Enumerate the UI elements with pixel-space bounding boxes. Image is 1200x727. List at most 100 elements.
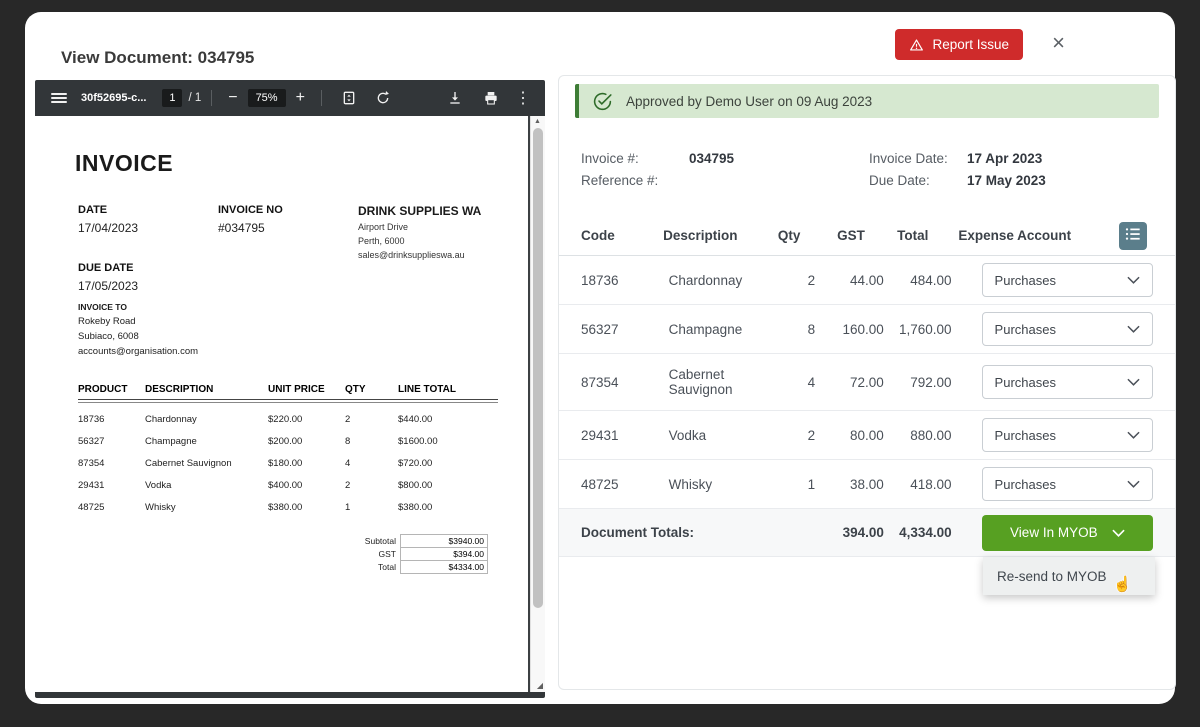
invoice-to-address2: Subiaco, 6008 <box>78 331 139 342</box>
table-row: 56327 Champagne 8 160.00 1,760.00 Purcha… <box>559 305 1175 354</box>
table-row: 87354 Cabernet Sauvignon 4 72.00 792.00 … <box>559 354 1175 411</box>
list-icon <box>1125 227 1141 244</box>
document-data-panel: Approved by Demo User on 09 Aug 2023 Inv… <box>558 75 1176 690</box>
invoice-no-label: INVOICE NO <box>218 204 283 216</box>
myob-dropdown-menu: Re-send to MYOB ☝ <box>983 557 1155 595</box>
zoom-in-icon[interactable]: + <box>295 89 305 106</box>
col-line-total: LINE TOTAL <box>398 384 456 395</box>
warning-triangle-icon <box>909 38 924 52</box>
header-expense-account: Expense Account <box>958 228 1072 243</box>
page-count: / 1 <box>188 92 202 104</box>
document-totals-total: 4,334.00 <box>899 525 952 540</box>
supplier-address1: Airport Drive <box>358 222 409 232</box>
document-totals-label: Document Totals: <box>581 525 695 540</box>
document-totals-row: Document Totals: 394.00 4,334.00 View In… <box>559 509 1175 557</box>
reference-no-label: Reference #: <box>581 173 659 188</box>
table-row: 87354 Cabernet Sauvignon $180.00 4 $720.… <box>78 458 433 469</box>
pdf-menu-icon[interactable] <box>51 91 67 105</box>
invoice-no-label: Invoice #: <box>581 151 639 166</box>
col-qty: QTY <box>345 384 366 395</box>
invoice-totals: Subtotal $3940.00 GST $394.00 Total $4334.0… <box>315 534 491 574</box>
expense-account-select[interactable]: Purchases <box>981 263 1153 297</box>
zoom-level[interactable]: 75% <box>247 89 286 107</box>
col-unit-price: UNIT PRICE <box>268 384 325 395</box>
expense-account-select[interactable]: Purchases <box>981 365 1153 399</box>
scroll-up-icon[interactable]: ▲ <box>534 118 541 125</box>
scroll-corner-icon: ◢ <box>536 681 543 690</box>
invoice-date-value: 17/04/2023 <box>78 221 139 235</box>
subtotal-value: $3940.00 <box>400 534 488 548</box>
view-document-modal: View Document: 034795 Report Issue × 30f… <box>25 12 1176 704</box>
pdf-filename: 30f52695-c... <box>81 92 147 104</box>
supplier-email: sales@drinksupplieswa.au <box>358 250 465 260</box>
table-row: 48725 Whisky $380.00 1 $380.00 <box>78 502 433 513</box>
supplier-block: DRINK SUPPLIES WA Airport Drive Perth, 6… <box>358 204 481 260</box>
invoice-to-address1: Rokeby Road <box>78 316 136 327</box>
header-description: Description <box>663 228 738 243</box>
supplier-address2: Perth, 6000 <box>358 236 405 246</box>
invoice-product-table: PRODUCT DESCRIPTION UNIT PRICE QTY LINE … <box>78 384 498 513</box>
header-gst: GST <box>837 228 865 243</box>
header-code: Code <box>581 228 615 243</box>
expense-account-select[interactable]: Purchases <box>981 418 1153 452</box>
pdf-page: INVOICE DATE 17/04/2023 INVOICE NO #0347… <box>35 116 545 692</box>
zoom-out-icon[interactable]: − <box>228 89 238 106</box>
invoice-date-label: Invoice Date: <box>869 151 948 166</box>
print-icon[interactable] <box>483 90 499 106</box>
resend-to-myob-item[interactable]: Re-send to MYOB <box>997 568 1107 584</box>
line-items-table: Code Description Qty GST Total Expense A… <box>559 216 1175 557</box>
invoice-table-header: PRODUCT DESCRIPTION UNIT PRICE QTY LINE … <box>78 384 498 395</box>
due-date-value: 17 May 2023 <box>967 173 1046 188</box>
check-circle-icon <box>592 91 613 112</box>
table-row: 18736 Chardonnay $220.00 2 $440.00 <box>78 414 433 425</box>
fit-page-icon[interactable] <box>341 90 357 106</box>
page-number-input[interactable]: 1 <box>162 89 183 107</box>
toolbar-divider <box>320 90 322 106</box>
pdf-toolbar: 30f52695-c... 1 / 1 − 75% + ⋮ <box>35 80 545 116</box>
header-total: Total <box>897 228 929 243</box>
table-row: 56327 Champagne $200.00 8 $1600.00 <box>78 436 438 447</box>
more-options-icon[interactable]: ⋮ <box>515 90 531 107</box>
due-date-value: 17/05/2023 <box>78 279 139 293</box>
pdf-scrollbar[interactable]: ▲ ◢ <box>530 116 545 692</box>
invoice-title: INVOICE <box>75 150 174 176</box>
invoice-to-label: INVOICE TO <box>78 302 127 312</box>
document-totals-gst: 394.00 <box>842 525 884 540</box>
invoice-date-label: DATE <box>78 204 108 216</box>
line-items-options-button[interactable] <box>1118 221 1147 250</box>
toolbar-divider <box>211 90 213 106</box>
chevron-down-icon <box>1127 480 1140 488</box>
download-icon[interactable] <box>447 90 463 106</box>
chevron-down-icon <box>1127 325 1140 333</box>
approval-banner: Approved by Demo User on 09 Aug 2023 <box>575 84 1159 118</box>
total-value: $4334.00 <box>400 560 488 574</box>
due-date-label: DUE DATE <box>78 262 134 274</box>
total-label: Total <box>378 562 396 572</box>
chevron-down-icon <box>1127 378 1140 386</box>
subtotal-label: Subtotal <box>364 536 396 546</box>
page-title: View Document: 034795 <box>61 48 255 67</box>
invoice-no-value: #034795 <box>218 221 265 235</box>
pdf-viewer: 30f52695-c... 1 / 1 − 75% + ⋮ INVO <box>35 80 545 698</box>
gst-label: GST <box>378 549 396 559</box>
chevron-down-icon <box>1127 431 1140 439</box>
col-description: DESCRIPTION <box>145 384 214 395</box>
invoice-date-block: DATE 17/04/2023 <box>78 204 138 235</box>
table-header-row: Code Description Qty GST Total Expense A… <box>559 216 1175 256</box>
rotate-icon[interactable] <box>375 90 391 106</box>
table-row: 29431 Vodka 2 80.00 880.00 Purchases <box>559 411 1175 460</box>
invoice-no-value: 034795 <box>689 151 735 166</box>
view-in-myob-button[interactable]: View In MYOB <box>981 514 1154 551</box>
expense-account-select[interactable]: Purchases <box>981 312 1153 346</box>
due-date-block: DUE DATE 17/05/2023 INVOICE TO Rokeby Ro… <box>78 262 198 357</box>
report-issue-button[interactable]: Report Issue <box>895 29 1023 60</box>
close-icon[interactable]: × <box>1052 30 1065 55</box>
scrollbar-thumb[interactable] <box>533 128 543 608</box>
col-product: PRODUCT <box>78 384 128 395</box>
table-row: 29431 Vodka $400.00 2 $800.00 <box>78 480 433 491</box>
approval-text: Approved by Demo User on 09 Aug 2023 <box>626 93 873 109</box>
supplier-name: DRINK SUPPLIES WA <box>358 204 482 218</box>
header-qty: Qty <box>777 228 801 243</box>
expense-account-select[interactable]: Purchases <box>981 467 1153 501</box>
invoice-no-block: INVOICE NO #034795 <box>218 204 283 235</box>
